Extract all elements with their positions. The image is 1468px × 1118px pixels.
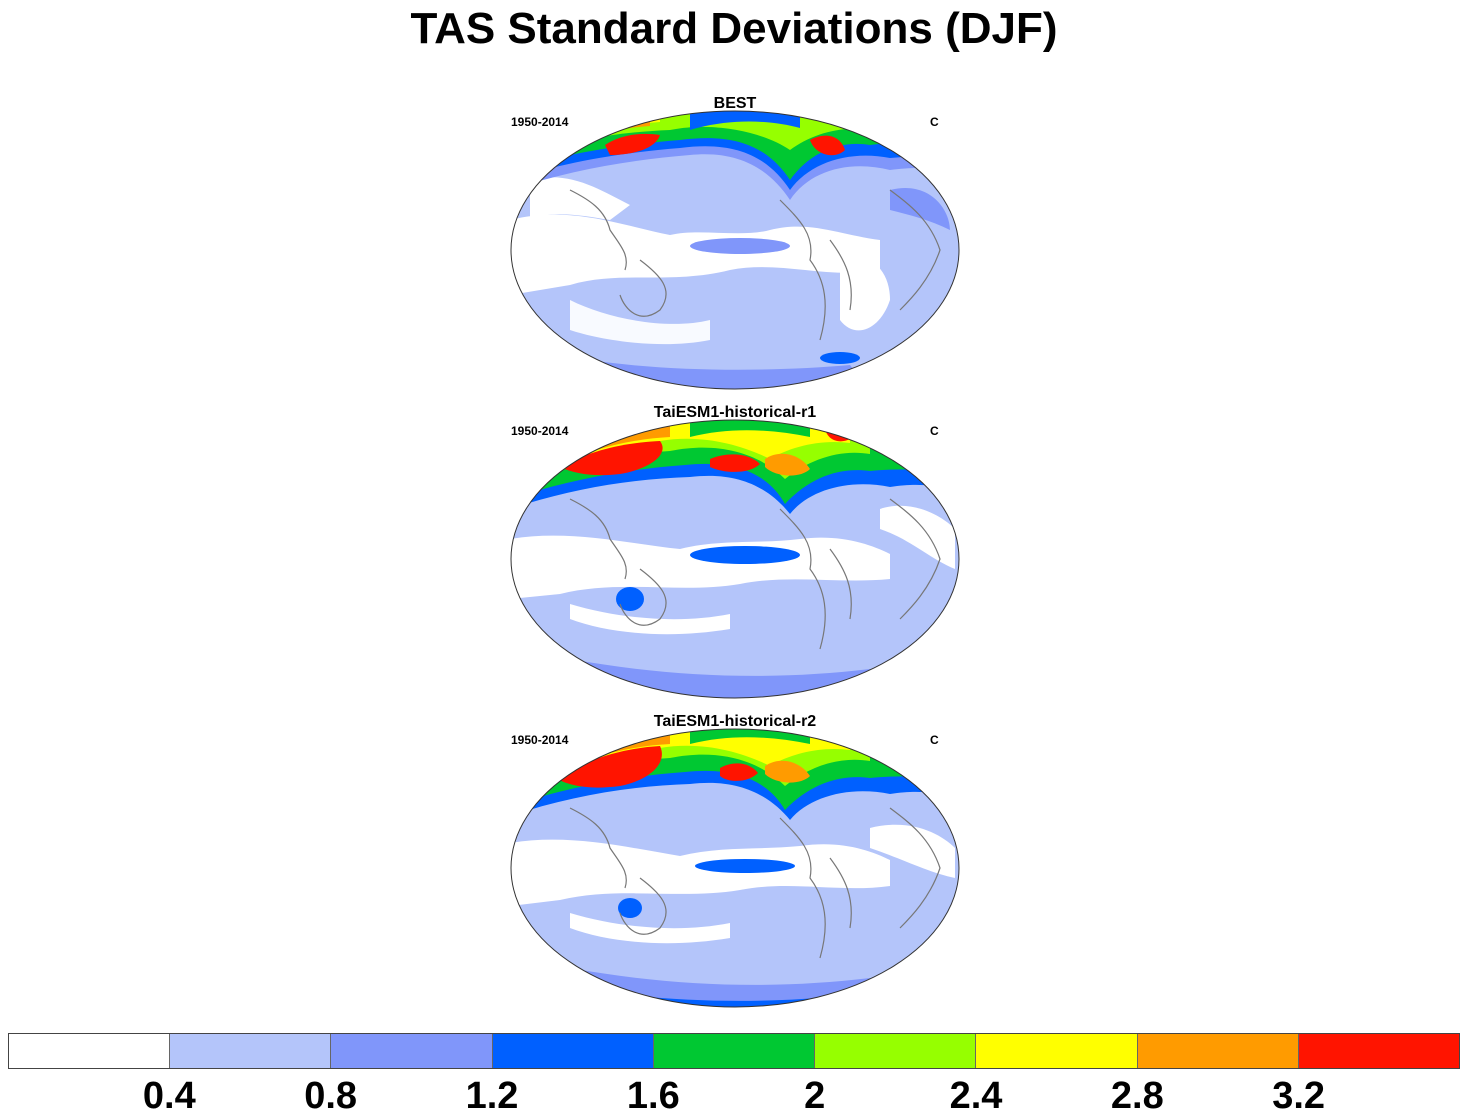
colorbar-tick-label: 1.2 xyxy=(465,1075,519,1117)
panel-title: BEST xyxy=(713,95,757,112)
panel-period: 1950-2014 xyxy=(511,424,569,438)
colorbar xyxy=(8,1033,1460,1069)
world-map xyxy=(510,728,960,1008)
colorbar-tick-label: 3.2 xyxy=(1272,1075,1326,1117)
colorbar-tick-label: 2 xyxy=(804,1075,826,1117)
colorbar-swatch xyxy=(170,1034,332,1068)
colorbar-swatch xyxy=(815,1034,977,1068)
panel-units: C xyxy=(930,115,939,129)
colorbar-swatch xyxy=(976,1034,1138,1068)
panel-units: C xyxy=(930,733,939,747)
map-panel-r2: TaiESM1-historical-r2 1950-2014 C xyxy=(500,713,970,1013)
colorbar-swatch xyxy=(1298,1034,1459,1068)
colorbar-swatch xyxy=(9,1034,171,1068)
colorbar-swatch xyxy=(331,1034,493,1068)
colorbar-tick-label: 0.8 xyxy=(304,1075,358,1117)
panel-title: TaiESM1-historical-r2 xyxy=(653,713,817,730)
colorbar-tick-label: 0.4 xyxy=(142,1075,196,1117)
colorbar-swatch xyxy=(1137,1034,1299,1068)
map-panel-best: BEST 1950-2014 C xyxy=(500,95,970,395)
panel-period: 1950-2014 xyxy=(511,733,569,747)
world-map xyxy=(510,419,960,699)
colorbar-swatch xyxy=(653,1034,816,1068)
figure-title: TAS Standard Deviations (DJF) xyxy=(410,4,1058,53)
map-panel-r1: TaiESM1-historical-r1 1950-2014 C xyxy=(500,404,970,704)
panel-title: TaiESM1-historical-r1 xyxy=(653,404,817,421)
world-map xyxy=(510,110,960,390)
colorbar-tick-label: 1.6 xyxy=(626,1075,680,1117)
panel-period: 1950-2014 xyxy=(511,115,569,129)
colorbar-tick-label: 2.4 xyxy=(949,1075,1003,1117)
colorbar-tick-label: 2.8 xyxy=(1110,1075,1164,1117)
colorbar-swatch xyxy=(492,1034,654,1068)
panel-units: C xyxy=(930,424,939,438)
